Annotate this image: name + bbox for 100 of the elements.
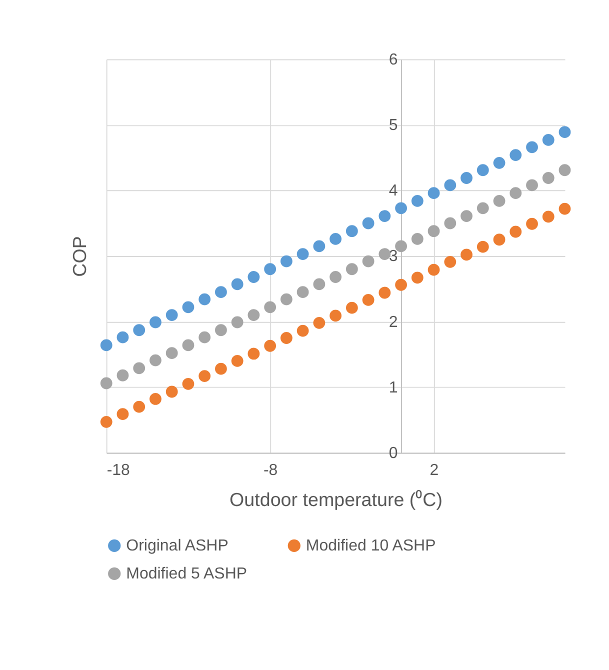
y-tick-label: 4	[388, 182, 398, 200]
point	[182, 339, 194, 352]
point	[296, 248, 309, 260]
point	[264, 301, 276, 314]
y-tick-label: 5	[388, 117, 398, 134]
point	[378, 286, 391, 299]
point	[476, 164, 489, 176]
y-axis-title: COP	[69, 236, 90, 277]
point	[198, 331, 211, 344]
point	[510, 149, 522, 161]
point	[444, 256, 456, 268]
point	[526, 179, 538, 192]
point	[280, 293, 292, 306]
point	[264, 263, 276, 276]
x-axis-title: Outdoor temperature (⁰C)	[230, 488, 443, 510]
point	[558, 202, 571, 215]
y-tick-label: 1	[388, 379, 398, 396]
point	[428, 187, 440, 200]
point	[182, 378, 194, 390]
point	[264, 340, 276, 352]
point	[510, 226, 522, 238]
point	[542, 134, 554, 146]
point	[166, 386, 178, 398]
point	[198, 293, 211, 306]
point	[215, 324, 227, 336]
point	[378, 248, 391, 260]
point	[395, 278, 407, 291]
point	[428, 225, 440, 238]
point	[280, 255, 292, 268]
point	[460, 210, 472, 222]
point	[248, 348, 260, 360]
point	[248, 271, 260, 283]
point	[231, 355, 244, 367]
point	[362, 255, 374, 268]
point	[215, 286, 227, 298]
point	[330, 310, 342, 322]
x-tick-label: -8	[263, 462, 278, 479]
point	[395, 240, 407, 252]
point	[100, 339, 112, 352]
point	[542, 172, 554, 184]
point	[100, 416, 112, 428]
point	[542, 210, 554, 223]
point	[444, 179, 456, 192]
x-tick-label: -18	[106, 462, 130, 479]
point	[493, 195, 506, 207]
x-tick-label: 2	[430, 462, 439, 479]
point	[313, 316, 326, 329]
point	[444, 217, 456, 230]
y-tick-label: 0	[388, 444, 398, 462]
point	[100, 377, 112, 390]
point	[280, 332, 292, 344]
point	[411, 195, 424, 207]
point	[133, 400, 146, 413]
point	[428, 264, 440, 276]
point	[510, 187, 522, 200]
point	[476, 240, 489, 253]
point	[411, 272, 424, 284]
point	[313, 278, 326, 290]
point	[526, 141, 538, 154]
point	[460, 172, 472, 184]
y-tick-label: 3	[388, 248, 398, 266]
point	[330, 271, 342, 283]
point	[182, 301, 194, 314]
point	[460, 248, 472, 261]
point	[215, 362, 227, 375]
y-tick-label: 6	[388, 51, 398, 68]
legend-label: Original ASHP	[126, 537, 228, 554]
point	[411, 233, 424, 245]
y-tick-label: 2	[388, 314, 398, 331]
point	[116, 331, 129, 344]
point	[395, 202, 407, 214]
point	[133, 324, 146, 336]
point	[526, 218, 538, 230]
point	[346, 302, 358, 314]
legend-label: Modified 10 ASHP	[306, 537, 436, 554]
point	[248, 309, 260, 321]
point	[116, 369, 129, 382]
point	[330, 233, 342, 245]
point	[558, 164, 571, 176]
point	[296, 324, 309, 337]
point	[296, 286, 309, 298]
point	[493, 234, 506, 246]
point	[493, 156, 506, 169]
legend-label: Modified 5 ASHP	[126, 565, 248, 582]
point	[166, 347, 178, 360]
point	[378, 210, 391, 222]
point	[231, 278, 244, 290]
point	[362, 217, 374, 230]
point	[150, 316, 162, 328]
point	[166, 309, 178, 321]
point	[150, 393, 162, 405]
point	[558, 126, 571, 138]
point	[231, 316, 244, 328]
point	[346, 225, 358, 238]
point	[346, 263, 358, 276]
point	[133, 362, 146, 374]
point	[362, 294, 374, 306]
point	[150, 354, 162, 366]
point	[476, 202, 489, 214]
point	[116, 408, 129, 420]
